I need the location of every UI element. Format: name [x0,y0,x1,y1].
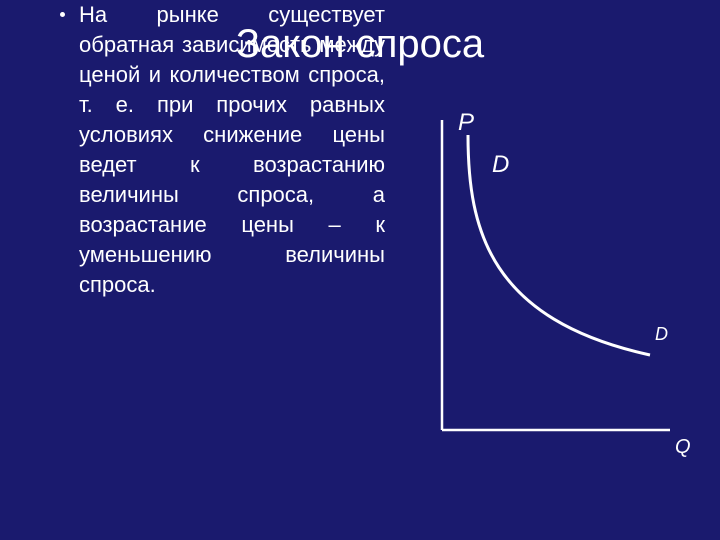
d-curve-label-end: D [655,324,668,344]
p-axis-label: P [458,109,474,136]
bullet-block: На рынке существует обратная зависимость… [60,0,385,300]
d-curve-label-top: D [492,151,509,178]
bullet-dot-icon [60,12,65,17]
bullet-text: На рынке существует обратная зависимость… [79,0,385,300]
demand-chart: P D D Q [420,110,700,470]
q-axis-label: Q [675,436,691,458]
slide: Закон спроса На рынке существует обратна… [0,0,720,540]
chart-svg: P D D Q [420,110,700,470]
bullet-item: На рынке существует обратная зависимость… [60,0,385,300]
